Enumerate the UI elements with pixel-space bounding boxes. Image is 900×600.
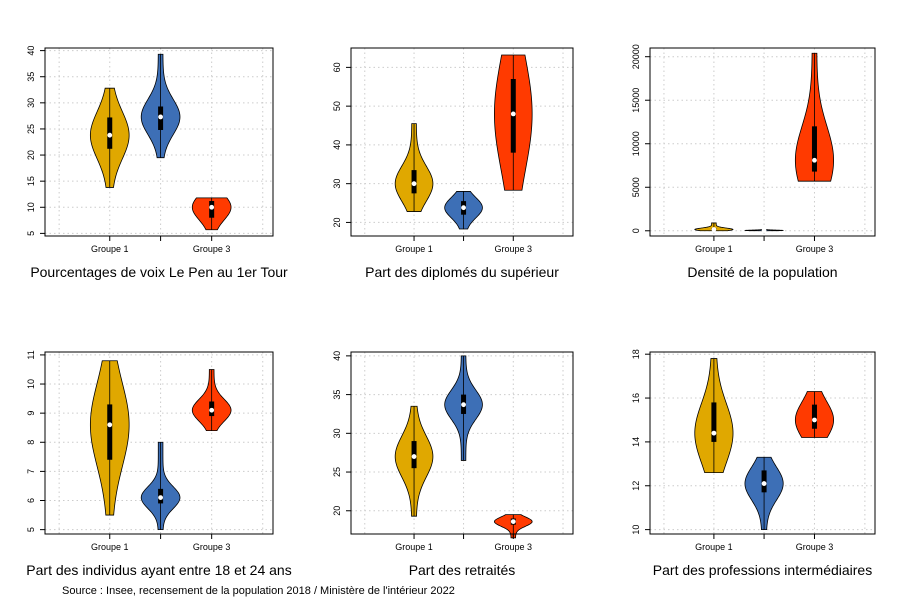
x-category-label: Groupe 3 xyxy=(193,542,231,552)
x-category-label: Groupe 1 xyxy=(91,542,129,552)
y-tick-label: 30 xyxy=(332,428,342,438)
violin-median-point xyxy=(461,205,466,211)
violin-median-point xyxy=(761,228,767,233)
panel-title: Part des individus ayant entre 18 et 24 … xyxy=(26,562,291,578)
x-category-label: Groupe 1 xyxy=(395,542,433,552)
violin-median-point xyxy=(812,417,817,423)
y-tick-label: 25 xyxy=(26,124,36,134)
panel-title: Part des professions intermédiaires xyxy=(653,562,872,578)
panel-title: Pourcentages de voix Le Pen au 1er Tour xyxy=(30,264,288,280)
y-tick-label: 15 xyxy=(26,176,36,186)
x-category-label: Groupe 1 xyxy=(395,244,433,254)
y-tick-label: 18 xyxy=(631,349,641,359)
y-tick-label: 30 xyxy=(26,98,36,108)
y-tick-label: 60 xyxy=(332,62,342,72)
y-tick-label: 14 xyxy=(631,437,641,447)
y-tick-label: 30 xyxy=(332,179,342,189)
y-tick-label: 0 xyxy=(631,228,641,233)
violin-median-point xyxy=(711,430,717,436)
violin-median-point xyxy=(711,227,717,232)
y-tick-label: 6 xyxy=(26,498,36,503)
y-tick-label: 35 xyxy=(332,390,342,400)
violin-median-point xyxy=(761,481,767,486)
panel-title: Part des diplomés du supérieur xyxy=(365,264,559,280)
y-tick-label: 25 xyxy=(332,467,342,477)
plot-frame xyxy=(649,351,876,535)
x-category-label: Groupe 3 xyxy=(495,244,533,254)
violin-median-point xyxy=(510,111,516,117)
violin-iqr-box xyxy=(811,126,817,172)
panel-title: Densité de la population xyxy=(687,264,837,280)
y-tick-label: 20 xyxy=(332,506,342,516)
violin-iqr-box xyxy=(811,404,817,429)
y-tick-label: 40 xyxy=(332,351,342,361)
chart-panel: 20 25 30 35 40 Groupe 1 Groupe 3 Part des retra… xyxy=(332,351,574,578)
panel-title: Part des retraités xyxy=(409,562,516,578)
chart-panel: 5 6 7 8 9 10 11 Groupe 1 Groupe 3 Part des indivi… xyxy=(26,350,292,578)
y-tick-label: 11 xyxy=(26,350,36,359)
y-tick-label: 16 xyxy=(631,393,641,403)
y-tick-label: 15000 xyxy=(631,88,641,113)
y-tick-label: 40 xyxy=(26,46,36,56)
violin-median-point xyxy=(209,204,215,210)
x-category-label: Groupe 3 xyxy=(796,244,834,254)
violin-iqr-box xyxy=(711,402,717,442)
violin-median-point xyxy=(411,181,417,187)
chart-panel: 10 12 14 16 18 Groupe 1 Groupe 3 Part des profe… xyxy=(631,349,876,578)
violin-median-point xyxy=(158,495,163,500)
y-tick-label: 8 xyxy=(26,440,36,445)
y-tick-label: 40 xyxy=(332,140,342,150)
y-tick-label: 10 xyxy=(26,379,36,389)
y-tick-label: 10 xyxy=(26,202,36,212)
chart-panel: 5 10 15 20 25 30 35 40 Groupe 1 Groupe 3 Pourcenta… xyxy=(26,46,288,280)
plot-frame xyxy=(44,351,274,535)
plot-frame xyxy=(350,351,574,535)
violin-iqr-box xyxy=(107,404,113,460)
y-tick-label: 35 xyxy=(26,72,36,82)
y-tick-label: 20 xyxy=(26,150,36,160)
x-category-label: Groupe 3 xyxy=(495,542,533,552)
x-category-label: Groupe 3 xyxy=(193,244,231,254)
violin-median-point xyxy=(461,402,466,408)
y-tick-label: 7 xyxy=(26,469,36,474)
violin-median-point xyxy=(812,157,817,163)
y-tick-label: 10000 xyxy=(631,131,641,156)
x-category-label: Groupe 3 xyxy=(796,542,834,552)
plot-frame xyxy=(350,47,574,237)
y-tick-label: 20 xyxy=(332,217,342,227)
y-tick-label: 9 xyxy=(26,411,36,416)
y-tick-label: 12 xyxy=(631,481,641,491)
y-tick-label: 50 xyxy=(332,101,342,111)
y-tick-label: 10 xyxy=(631,525,641,535)
chart-panel: 20 30 40 50 60 Groupe 1 Groupe 3 Part des diplo… xyxy=(332,47,574,280)
y-tick-label: 5 xyxy=(26,527,36,532)
plot-frame xyxy=(44,47,274,237)
source-note: Source : Insee, recensement de la popula… xyxy=(62,585,455,597)
violin-median-point xyxy=(107,132,113,138)
violin-median-point xyxy=(107,422,113,428)
y-tick-label: 20000 xyxy=(631,44,641,69)
violin-median-point xyxy=(158,114,163,120)
x-category-label: Groupe 1 xyxy=(695,542,733,552)
violin-median-point xyxy=(209,407,215,413)
x-category-label: Groupe 1 xyxy=(91,244,129,254)
x-category-label: Groupe 1 xyxy=(695,244,733,254)
violin-median-point xyxy=(411,454,417,459)
plot-frame xyxy=(649,47,876,237)
y-tick-label: 5000 xyxy=(631,177,641,197)
chart-panel: 0 5000 10000 15000 20000 Groupe 1 Groupe 3 Dens… xyxy=(631,44,876,280)
y-tick-label: 5 xyxy=(26,231,36,236)
violin-median-point xyxy=(510,519,516,525)
